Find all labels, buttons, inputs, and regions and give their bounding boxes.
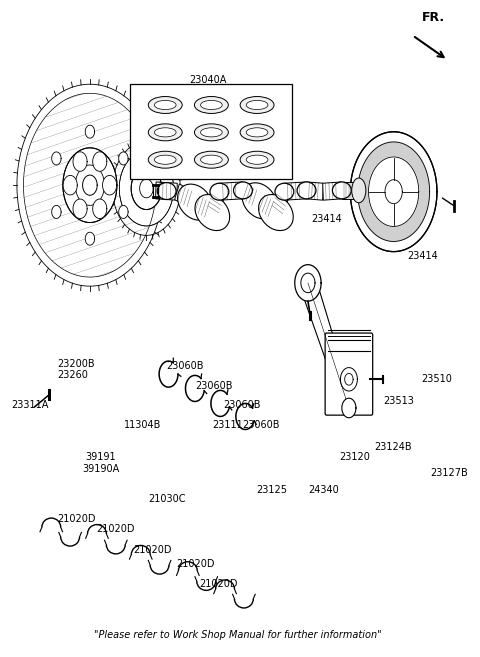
Polygon shape xyxy=(119,206,128,219)
Text: 21030C: 21030C xyxy=(148,494,185,504)
Text: 11304B: 11304B xyxy=(124,420,162,430)
Polygon shape xyxy=(52,206,61,219)
Ellipse shape xyxy=(240,151,274,168)
Text: "Please refer to Work Shop Manual for further information": "Please refer to Work Shop Manual for fu… xyxy=(95,629,382,640)
Polygon shape xyxy=(192,194,215,220)
Polygon shape xyxy=(103,175,117,195)
Text: 23060B: 23060B xyxy=(223,400,261,411)
Ellipse shape xyxy=(178,184,212,220)
Ellipse shape xyxy=(148,97,182,114)
Text: 23410G: 23410G xyxy=(377,172,415,183)
Polygon shape xyxy=(93,152,107,171)
Ellipse shape xyxy=(201,128,222,137)
Polygon shape xyxy=(369,157,419,227)
Text: 23260: 23260 xyxy=(57,371,88,380)
Ellipse shape xyxy=(195,194,229,231)
Text: 23510: 23510 xyxy=(421,374,452,384)
Ellipse shape xyxy=(201,155,222,164)
Bar xyxy=(130,84,292,179)
Polygon shape xyxy=(240,183,262,208)
Ellipse shape xyxy=(234,182,252,199)
Text: 23111: 23111 xyxy=(212,420,243,430)
Polygon shape xyxy=(119,152,128,165)
Polygon shape xyxy=(340,367,358,391)
Ellipse shape xyxy=(246,128,268,137)
Polygon shape xyxy=(284,182,307,200)
Ellipse shape xyxy=(155,101,176,110)
Ellipse shape xyxy=(352,178,366,203)
Polygon shape xyxy=(63,175,77,195)
Text: 23060B: 23060B xyxy=(195,381,232,391)
Ellipse shape xyxy=(242,183,277,219)
Text: 23040A: 23040A xyxy=(189,75,226,85)
Polygon shape xyxy=(85,232,95,245)
Text: 21020D: 21020D xyxy=(176,559,215,570)
Text: 39191: 39191 xyxy=(85,453,116,463)
Text: 23120: 23120 xyxy=(339,453,371,463)
Ellipse shape xyxy=(194,124,228,141)
Text: 23060B: 23060B xyxy=(167,361,204,371)
Polygon shape xyxy=(73,152,87,171)
Ellipse shape xyxy=(240,97,274,114)
Text: 23124B: 23124B xyxy=(374,442,411,452)
Ellipse shape xyxy=(210,183,229,200)
Text: 24340: 24340 xyxy=(308,485,339,495)
Ellipse shape xyxy=(246,155,268,164)
Polygon shape xyxy=(271,187,290,217)
Polygon shape xyxy=(358,142,430,241)
Polygon shape xyxy=(300,278,354,411)
Ellipse shape xyxy=(246,101,268,110)
Polygon shape xyxy=(350,132,437,252)
Ellipse shape xyxy=(240,124,274,141)
Polygon shape xyxy=(342,182,355,199)
Text: 39190A: 39190A xyxy=(82,464,119,474)
Polygon shape xyxy=(207,188,225,216)
FancyBboxPatch shape xyxy=(325,333,372,415)
Polygon shape xyxy=(120,151,174,226)
Text: 23414: 23414 xyxy=(407,250,438,261)
Text: 23060B: 23060B xyxy=(242,420,279,430)
Text: 21020D: 21020D xyxy=(134,545,172,555)
Ellipse shape xyxy=(148,151,182,168)
Text: 23513: 23513 xyxy=(383,396,414,407)
Ellipse shape xyxy=(157,183,176,200)
Text: 23414: 23414 xyxy=(311,214,342,224)
Polygon shape xyxy=(17,85,163,286)
Polygon shape xyxy=(295,265,321,301)
Polygon shape xyxy=(175,184,197,210)
Text: 23311A: 23311A xyxy=(11,400,48,411)
Polygon shape xyxy=(85,125,95,138)
Text: 21020D: 21020D xyxy=(96,524,134,534)
Polygon shape xyxy=(323,182,342,200)
Polygon shape xyxy=(52,152,61,165)
Ellipse shape xyxy=(333,182,351,199)
Polygon shape xyxy=(342,398,356,418)
Text: 23412: 23412 xyxy=(364,214,396,224)
Text: 21020D: 21020D xyxy=(200,579,238,589)
Text: 21020D: 21020D xyxy=(57,514,96,524)
Polygon shape xyxy=(257,193,279,220)
Ellipse shape xyxy=(155,155,176,164)
Ellipse shape xyxy=(275,183,294,200)
Text: 23200B: 23200B xyxy=(57,359,95,369)
Polygon shape xyxy=(219,182,243,200)
Polygon shape xyxy=(73,199,87,219)
Ellipse shape xyxy=(148,124,182,141)
Polygon shape xyxy=(63,148,117,223)
Ellipse shape xyxy=(297,182,316,199)
Text: 23127B: 23127B xyxy=(431,468,468,478)
Ellipse shape xyxy=(201,101,222,110)
Polygon shape xyxy=(306,182,324,200)
Text: 23125: 23125 xyxy=(256,485,287,495)
Polygon shape xyxy=(156,182,177,200)
Ellipse shape xyxy=(194,151,228,168)
Ellipse shape xyxy=(194,97,228,114)
Text: FR.: FR. xyxy=(422,11,445,24)
Ellipse shape xyxy=(259,194,293,231)
Polygon shape xyxy=(93,199,107,219)
Ellipse shape xyxy=(155,128,176,137)
Polygon shape xyxy=(131,168,162,210)
Polygon shape xyxy=(385,180,402,204)
